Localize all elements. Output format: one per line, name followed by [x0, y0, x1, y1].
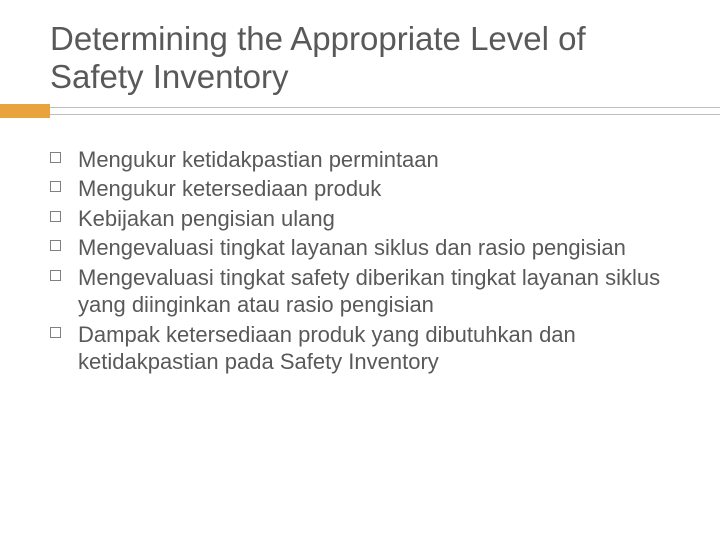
bullet-list: Mengukur ketidakpastian permintaan Mengu… — [50, 146, 670, 376]
list-item: Dampak ketersediaan produk yang dibutuhk… — [50, 321, 670, 376]
list-item-text: Kebijakan pengisian ulang — [78, 206, 335, 231]
list-item-text: Mengukur ketersediaan produk — [78, 176, 381, 201]
list-item: Mengukur ketidakpastian permintaan — [50, 146, 670, 174]
list-item: Mengevaluasi tingkat layanan siklus dan … — [50, 234, 670, 262]
content-area: Mengukur ketidakpastian permintaan Mengu… — [0, 118, 720, 376]
title-block: Determining the Appropriate Level of Saf… — [0, 20, 720, 104]
slide: Determining the Appropriate Level of Saf… — [0, 0, 720, 540]
bullet-marker-icon — [50, 327, 61, 338]
list-item: Mengukur ketersediaan produk — [50, 175, 670, 203]
list-item: Mengevaluasi tingkat safety diberikan ti… — [50, 264, 670, 319]
accent-row — [0, 104, 720, 118]
bullet-marker-icon — [50, 181, 61, 192]
list-item-text: Mengevaluasi tingkat safety diberikan ti… — [78, 265, 660, 318]
bullet-marker-icon — [50, 240, 61, 251]
bullet-marker-icon — [50, 211, 61, 222]
list-item-text: Mengukur ketidakpastian permintaan — [78, 147, 439, 172]
list-item: Kebijakan pengisian ulang — [50, 205, 670, 233]
accent-lines — [50, 104, 720, 118]
list-item-text: Dampak ketersediaan produk yang dibutuhk… — [78, 322, 576, 375]
page-title: Determining the Appropriate Level of Saf… — [50, 20, 670, 96]
bullet-marker-icon — [50, 152, 61, 163]
bullet-marker-icon — [50, 270, 61, 281]
list-item-text: Mengevaluasi tingkat layanan siklus dan … — [78, 235, 626, 260]
accent-bar — [0, 104, 50, 118]
